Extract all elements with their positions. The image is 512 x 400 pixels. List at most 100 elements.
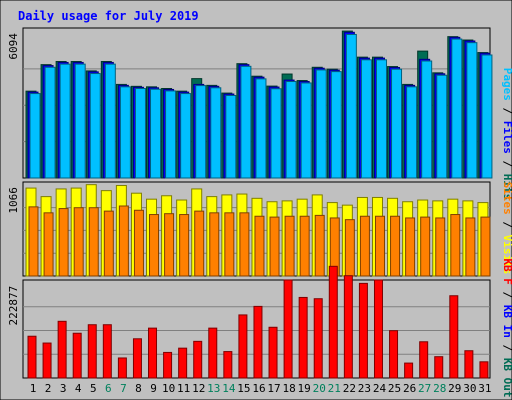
bar-pages-26 xyxy=(406,86,418,179)
bar-sites-30 xyxy=(465,217,476,277)
bar-sites-22 xyxy=(344,219,355,277)
legend-separator: / xyxy=(501,285,512,305)
bar-kb-f-3 xyxy=(57,320,67,379)
x-tick-label-15: 15 xyxy=(237,382,250,395)
bar-sites-6 xyxy=(103,210,114,277)
x-tick-label-7: 7 xyxy=(120,382,127,395)
x-tick-label-17: 17 xyxy=(267,382,280,395)
bar-pages-6 xyxy=(104,63,116,179)
bar-sites-12 xyxy=(194,210,205,277)
bar-sites-3 xyxy=(58,208,69,277)
bar-kb-f-11 xyxy=(178,347,188,379)
bar-pages-28 xyxy=(436,74,448,179)
bar-sites-8 xyxy=(133,209,144,277)
x-tick-label-10: 10 xyxy=(162,382,175,395)
bar-kb-f-13 xyxy=(208,327,218,379)
bar-sites-27 xyxy=(420,216,431,277)
bar-pages-15 xyxy=(240,65,252,179)
x-tick-label-23: 23 xyxy=(358,382,371,395)
bar-pages-7 xyxy=(119,86,131,179)
bar-pages-19 xyxy=(300,82,312,179)
x-tick-label-8: 8 xyxy=(135,382,142,395)
bar-pages-25 xyxy=(391,68,403,179)
bar-pages-27 xyxy=(421,60,433,179)
bar-kb-f-16 xyxy=(253,305,263,379)
bottom-panel: 222877 xyxy=(7,265,491,379)
bar-kb-f-9 xyxy=(148,327,158,379)
bar-pages-29 xyxy=(451,38,463,179)
bar-pages-10 xyxy=(165,90,177,179)
x-tick-label-2: 2 xyxy=(45,382,52,395)
bar-kb-f-14 xyxy=(223,351,233,379)
bar-pages-20 xyxy=(315,69,327,179)
bar-pages-8 xyxy=(134,88,146,179)
x-tick-label-31: 31 xyxy=(478,382,491,395)
bar-kb-f-1 xyxy=(27,335,37,379)
bar-kb-f-28 xyxy=(434,356,444,379)
legend-separator: / xyxy=(501,101,512,121)
legend-entry-sites: Sites xyxy=(501,182,512,215)
bar-sites-10 xyxy=(164,213,175,277)
bar-pages-1 xyxy=(29,93,41,179)
x-tick-label-4: 4 xyxy=(75,382,82,395)
legend-middle: Sites / Visits xyxy=(501,182,512,275)
bar-kb-f-5 xyxy=(87,324,97,379)
bar-kb-f-22 xyxy=(343,275,353,379)
x-tick-label-29: 29 xyxy=(448,382,461,395)
bar-kb-f-25 xyxy=(389,330,399,379)
bar-pages-2 xyxy=(44,66,56,179)
bar-kb-f-23 xyxy=(358,282,368,379)
x-tick-label-13: 13 xyxy=(207,382,220,395)
bar-pages-30 xyxy=(466,42,478,179)
x-tick-label-16: 16 xyxy=(252,382,265,395)
bar-sites-2 xyxy=(43,212,54,277)
middle-panel: 1066 xyxy=(7,181,491,277)
bar-pages-18 xyxy=(285,81,297,179)
bar-kb-f-12 xyxy=(193,340,203,379)
bar-pages-11 xyxy=(180,93,192,179)
bar-sites-5 xyxy=(88,207,99,277)
top-panel: 6094 xyxy=(7,27,493,179)
bar-sites-24 xyxy=(374,215,385,277)
bar-kb-f-2 xyxy=(42,342,52,379)
bar-pages-12 xyxy=(195,85,207,179)
x-tick-label-30: 30 xyxy=(463,382,476,395)
legend-separator: / xyxy=(501,338,512,358)
legend-separator: / xyxy=(501,215,512,235)
legend-entry-hits: Hits xyxy=(501,174,512,201)
bar-kb-f-29 xyxy=(449,295,459,379)
bar-sites-15 xyxy=(239,212,250,277)
bar-sites-4 xyxy=(73,207,84,277)
bar-sites-11 xyxy=(179,214,190,277)
bar-pages-17 xyxy=(270,88,282,179)
x-tick-label-6: 6 xyxy=(105,382,112,395)
legend-top: Pages / Files / Hits xyxy=(501,68,512,201)
legend-entry-kb-f: KB F xyxy=(501,258,512,285)
legend-bottom: KB F / KB In / KB Out xyxy=(501,258,512,397)
bar-pages-24 xyxy=(375,59,387,179)
bar-kb-f-7 xyxy=(117,357,127,379)
bar-sites-7 xyxy=(118,205,129,277)
bar-sites-1 xyxy=(28,206,39,277)
bar-kb-f-24 xyxy=(373,279,383,379)
bar-kb-f-18 xyxy=(283,279,293,379)
bar-sites-25 xyxy=(390,215,401,277)
x-tick-label-14: 14 xyxy=(222,382,236,395)
bar-kb-f-21 xyxy=(328,265,338,379)
bar-pages-23 xyxy=(360,59,372,179)
legend-entry-pages: Pages xyxy=(501,68,512,101)
x-tick-label-11: 11 xyxy=(177,382,190,395)
bar-pages-13 xyxy=(210,87,222,179)
chart-title: Daily usage for July 2019 xyxy=(18,9,199,23)
x-tick-label-21: 21 xyxy=(328,382,341,395)
bar-sites-14 xyxy=(224,212,235,277)
legend-entry-kb-out: KB Out xyxy=(501,358,512,398)
x-tick-label-9: 9 xyxy=(150,382,157,395)
bar-pages-5 xyxy=(89,73,101,179)
bar-pages-21 xyxy=(330,71,342,179)
bar-pages-14 xyxy=(225,95,237,179)
bar-kb-f-30 xyxy=(464,350,474,379)
legend-entry-files: Files xyxy=(501,121,512,154)
